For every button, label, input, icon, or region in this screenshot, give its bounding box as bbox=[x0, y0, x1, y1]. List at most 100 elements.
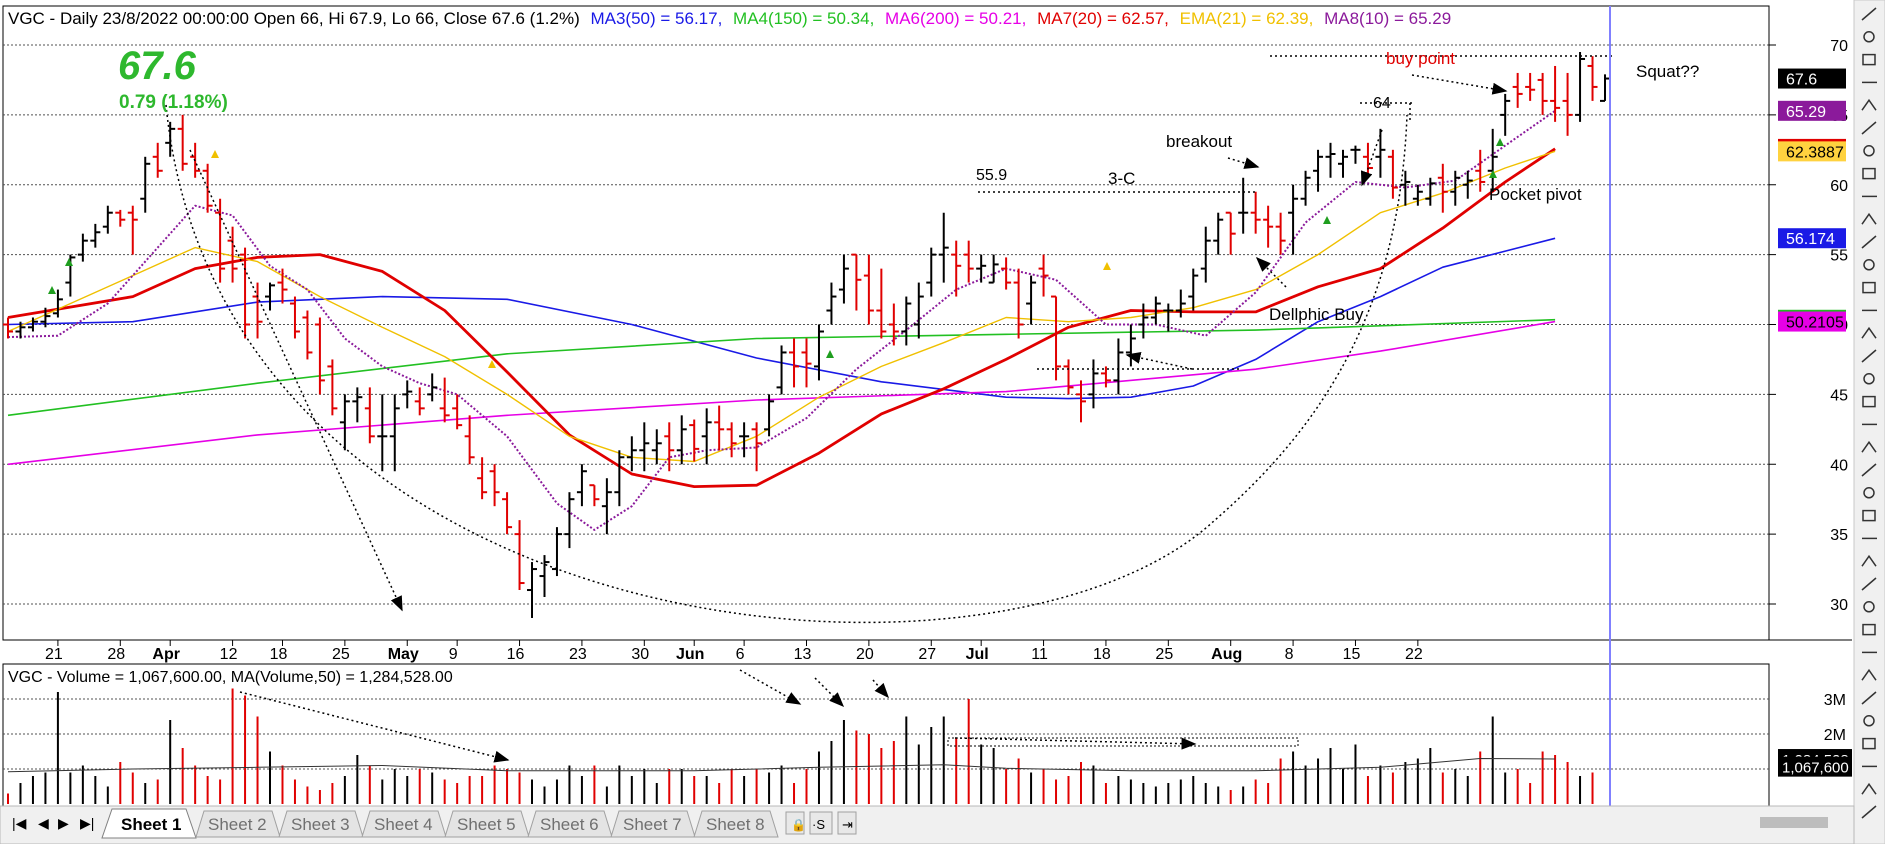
arrow-breakout bbox=[1227, 157, 1260, 169]
lock-button[interactable] bbox=[785, 811, 805, 835]
toolbar-tool-icon[interactable] bbox=[1863, 601, 1875, 613]
toolbar-tool-icon[interactable] bbox=[1861, 98, 1877, 111]
toolbar-tool-icon[interactable] bbox=[1861, 235, 1877, 249]
ohlc-bar bbox=[614, 450, 625, 507]
nav-prev-button[interactable]: ◀ bbox=[38, 815, 49, 831]
date-tick-label: 18 bbox=[270, 646, 288, 663]
ohlc-bar bbox=[951, 240, 962, 297]
price-tag-label: 50.2105 bbox=[1786, 315, 1844, 332]
ohlc-bar bbox=[1150, 296, 1161, 325]
sheet-tab-active[interactable]: Sheet 1 bbox=[101, 808, 197, 839]
toolbar-tool-icon[interactable] bbox=[1861, 463, 1877, 477]
ohlc-bar bbox=[452, 394, 463, 430]
series-line bbox=[7, 237, 1556, 400]
ohlc-bar bbox=[838, 254, 849, 304]
ohlc-bar bbox=[502, 492, 513, 535]
nav-last-button[interactable]: ▶| bbox=[80, 815, 94, 831]
series-line bbox=[7, 320, 1556, 466]
ohlc-bar bbox=[1300, 170, 1311, 206]
toolbar-tool-icon[interactable] bbox=[1861, 554, 1877, 567]
toolbar-tool-icon[interactable] bbox=[1861, 805, 1877, 819]
toolbar-tool-icon[interactable] bbox=[1862, 737, 1876, 750]
toolbar-tool-icon[interactable] bbox=[1862, 509, 1876, 522]
toolbar-tool-icon[interactable] bbox=[1863, 715, 1875, 727]
ohlc-bar bbox=[888, 303, 899, 346]
toolbar-tool-icon[interactable] bbox=[1862, 395, 1876, 408]
date-tick-label: May bbox=[388, 646, 419, 663]
annotation-pocket-pivot: Pocket pivot bbox=[1489, 185, 1582, 204]
s-button-label: ·S bbox=[812, 817, 825, 832]
annotation-squat: Squat?? bbox=[1636, 62, 1699, 81]
ohlc-bar bbox=[1200, 226, 1211, 283]
toolbar-tool-icon[interactable] bbox=[1861, 440, 1877, 453]
ohlc-bar bbox=[739, 422, 750, 458]
header-line: VGC - Daily 23/8/2022 00:00:00 Open 66, … bbox=[8, 9, 1451, 28]
ohlc-bar bbox=[664, 422, 675, 472]
date-tick-label: 25 bbox=[332, 646, 350, 663]
toolbar-tool-icon[interactable] bbox=[1863, 487, 1875, 499]
insert-sheet-button[interactable] bbox=[837, 811, 857, 835]
ohlc-bar bbox=[1575, 51, 1586, 122]
toolbar-tool-icon[interactable] bbox=[1861, 668, 1877, 681]
toolbar-tool-icon[interactable] bbox=[1862, 53, 1876, 66]
sheet-tab[interactable]: Sheet 2 bbox=[195, 810, 281, 838]
toolbar-tool-icon[interactable] bbox=[1861, 577, 1877, 591]
ohlc-bar bbox=[40, 307, 51, 328]
toolbar-tool-icon[interactable] bbox=[1863, 145, 1875, 157]
sheet-tab[interactable]: Sheet 6 bbox=[527, 810, 613, 838]
toolbar-tool-icon[interactable] bbox=[1863, 373, 1875, 385]
toolbar-tool-icon[interactable] bbox=[1863, 259, 1875, 271]
toolbar-tool-icon[interactable] bbox=[1862, 623, 1876, 636]
tool-glyph bbox=[1862, 737, 1876, 750]
tool-glyph bbox=[1861, 212, 1877, 225]
toolbar-tool-icon[interactable] bbox=[1861, 782, 1877, 795]
ohlc-bar bbox=[352, 387, 363, 423]
toolbar-tool-icon[interactable] bbox=[1861, 691, 1877, 705]
s-button[interactable] bbox=[809, 811, 833, 835]
ohlc-bar bbox=[1063, 359, 1074, 395]
ohlc-bar bbox=[389, 394, 400, 472]
ohlc-bar bbox=[963, 240, 974, 283]
toolbar-tool-icon[interactable] bbox=[1861, 212, 1877, 225]
ohlc-bar bbox=[1075, 380, 1086, 423]
toolbar-tool-icon[interactable] bbox=[1861, 7, 1877, 21]
sheet-tab[interactable]: Sheet 8 bbox=[693, 810, 779, 838]
toolbar-tool-icon[interactable] bbox=[1861, 349, 1877, 363]
volume-arrow bbox=[739, 669, 802, 705]
volume-tick-label: 2M bbox=[1824, 727, 1846, 744]
ohlc-bar bbox=[1263, 205, 1274, 248]
ohlc-bar bbox=[1001, 257, 1012, 290]
ohlc-bar bbox=[926, 247, 937, 297]
ohlc-bar bbox=[689, 419, 700, 462]
sheet-tab[interactable]: Sheet 7 bbox=[610, 810, 696, 838]
toolbar-tool-icon[interactable] bbox=[1862, 167, 1876, 180]
price-tick-label: 30 bbox=[1830, 597, 1848, 614]
toolbar-tool-icon[interactable] bbox=[1863, 31, 1875, 43]
ohlc-bar bbox=[27, 317, 38, 332]
price-tag-box bbox=[1778, 311, 1846, 332]
ohlc-bar bbox=[1138, 303, 1149, 339]
sheet-tab[interactable]: Sheet 3 bbox=[278, 810, 364, 838]
tool-glyph bbox=[1861, 577, 1877, 591]
series-line bbox=[7, 318, 1556, 417]
horizontal-scrollbar-thumb[interactable] bbox=[1760, 817, 1828, 828]
toolbar-tool-icon[interactable] bbox=[1861, 326, 1877, 339]
series-line bbox=[7, 147, 1556, 489]
annotation-64: 64 bbox=[1373, 95, 1391, 112]
price-tag-box bbox=[1778, 68, 1846, 89]
nav-first-button[interactable]: |◀ bbox=[12, 815, 27, 831]
nav-next-button[interactable]: ▶ bbox=[58, 815, 69, 831]
ohlc-bar bbox=[3, 317, 13, 339]
volume-arrow bbox=[872, 679, 889, 699]
price-tag-label: 67.6 bbox=[1786, 72, 1817, 89]
toolbar-tool-icon[interactable] bbox=[1861, 121, 1877, 135]
toolbar-tool-icon[interactable] bbox=[1862, 281, 1876, 294]
ohlc-bar bbox=[1088, 359, 1099, 409]
volume-tick-label: 3M bbox=[1824, 692, 1846, 709]
volume-annotation-layer bbox=[239, 669, 1299, 763]
ohlc-bar bbox=[714, 405, 725, 451]
sheet-tab[interactable]: Sheet 4 bbox=[361, 810, 447, 838]
ohlc-bar bbox=[1038, 254, 1049, 297]
volume-tag-label: 1,067,600 bbox=[1782, 760, 1849, 777]
sheet-tab[interactable]: Sheet 5 bbox=[444, 810, 530, 838]
